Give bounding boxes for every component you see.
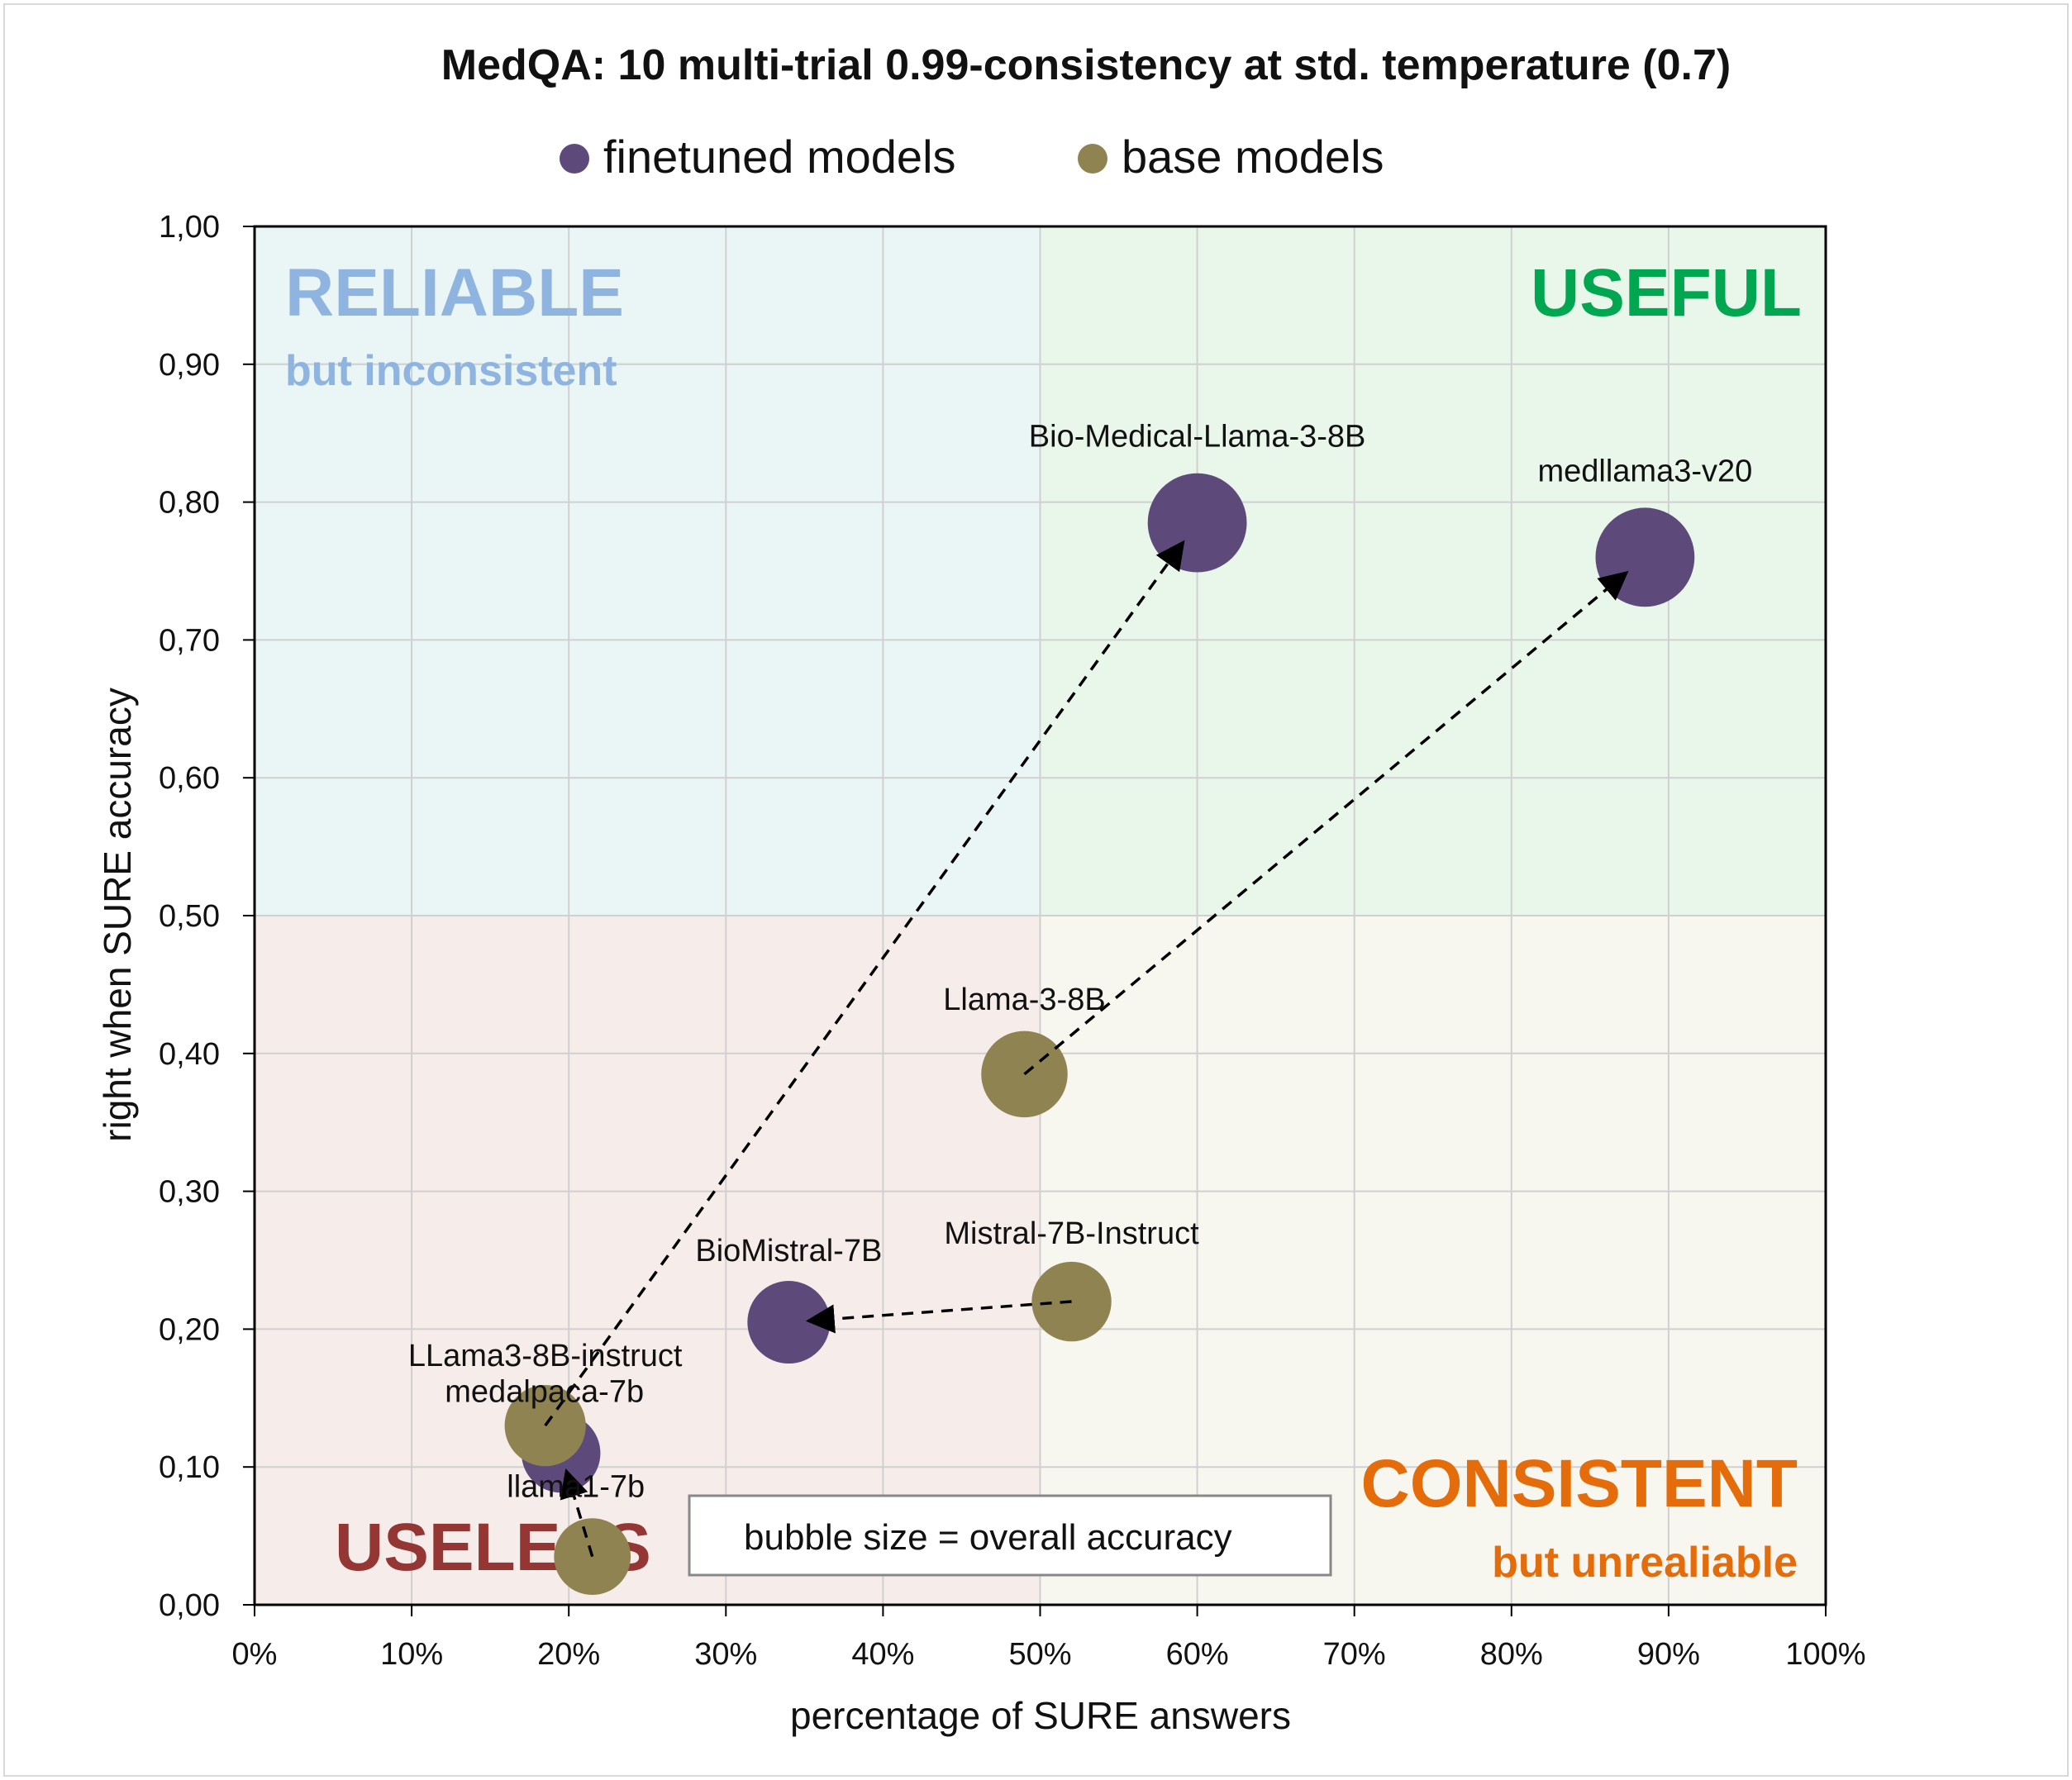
x-tick-label: 50% (1008, 1637, 1071, 1672)
quadrant-consistent-background (1040, 916, 1826, 1605)
x-tick-label: 20% (537, 1637, 600, 1672)
x-tick-label: 80% (1480, 1637, 1543, 1672)
arrow-mistral-7b-instruct-to-biomistral-7b (805, 1300, 1072, 1334)
quadrant-reliable-title: RELIABLE (285, 255, 624, 331)
legend-label-base: base models (1122, 131, 1384, 183)
arrow-llama1-7b-to-medalpaca-7b (560, 1468, 594, 1558)
x-tick-label: 0% (232, 1637, 278, 1672)
y-axis-label: right when SURE accuracy (96, 688, 139, 1142)
quadrant-reliable-background (255, 226, 1041, 916)
bubble-biomistral-7b (747, 1281, 831, 1364)
x-tick-label: 70% (1323, 1637, 1386, 1672)
x-axis-label: percentage of SURE answers (790, 1694, 1291, 1737)
note-box (688, 1494, 1332, 1577)
y-tick-label: 0,50 (159, 899, 220, 934)
x-tick-label: 10% (380, 1637, 443, 1672)
label-mistral-7b-instruct: Mistral-7B-Instruct (944, 1216, 1199, 1251)
bubble-size-note: bubble size = overall accuracy (688, 1494, 1332, 1577)
label-biomistral-7b: BioMistral-7B (695, 1234, 882, 1268)
legend-marker-finetuned (560, 144, 589, 174)
x-tick-label: 100% (1785, 1637, 1865, 1672)
y-tick-label: 0,60 (159, 761, 220, 796)
quadrant-reliable-subtitle: but inconsistent (285, 347, 617, 395)
label-llama-3-8b: Llama-3-8B (943, 983, 1105, 1017)
arrow-llama3-8b-instruct-to-bio-medical-llama-3-8b (544, 540, 1185, 1427)
arrows-layer (544, 540, 1629, 1558)
label-llama1-7b: llama1-7b (507, 1470, 645, 1505)
bubble-labels-layer: Bio-Medical-Llama-3-8B medllama3-v20 BioMi… (408, 420, 1752, 1505)
label-bio-medical-llama-3-8b: Bio-Medical-Llama-3-8B (1029, 420, 1366, 455)
quadrant-consistent-title: CONSISTENT (1361, 1446, 1798, 1521)
quadrant-useless-background (255, 916, 1041, 1605)
x-tick-label: 60% (1166, 1637, 1229, 1672)
legend: finetuned models base models (560, 131, 1384, 183)
y-tick-label: 1,00 (159, 210, 220, 245)
bubble-medllama3-v20 (1595, 507, 1695, 607)
quadrant-useful-title: USEFUL (1531, 255, 1802, 331)
y-tick-label: 0,10 (159, 1450, 220, 1485)
y-tick-label: 0,80 (159, 486, 220, 521)
chart-frame (3, 3, 2069, 1777)
y-tick-label: 0,40 (159, 1037, 220, 1072)
legend-label-finetuned: finetuned models (603, 131, 956, 183)
y-tick-label: 0,30 (159, 1175, 220, 1210)
legend-marker-base (1078, 144, 1107, 174)
arrow-llama-3-8b-to-medllama3-v20 (1023, 570, 1629, 1076)
label-llama3-8b-instruct: LLama3-8B-instruct (408, 1339, 683, 1373)
y-tick-label: 0,20 (159, 1312, 220, 1347)
note-text: bubble size = overall accuracy (744, 1517, 1232, 1558)
y-tick-label: 0,70 (159, 623, 220, 658)
x-tick-label: 30% (694, 1637, 757, 1672)
label-medalpaca-7b: medalpaca-7b (445, 1375, 644, 1410)
axis-ticks: 0% 10% 20% 30% 40% 50% 60% 70% 80% 90% 100% 0,00 0,1… (159, 210, 1866, 1672)
label-medllama3-v20: medllama3-v20 (1537, 454, 1752, 488)
chart-title: MedQA: 10 multi-trial 0.99-consistency a… (441, 41, 1731, 89)
x-tick-label: 90% (1637, 1637, 1700, 1672)
x-tick-label: 40% (851, 1637, 914, 1672)
bubble-bio-medical-llama-3-8b (1147, 473, 1247, 573)
quadrant-consistent-subtitle: but unrealiable (1492, 1539, 1798, 1587)
y-tick-label: 0,90 (159, 348, 220, 383)
y-tick-label: 0,00 (159, 1588, 220, 1623)
